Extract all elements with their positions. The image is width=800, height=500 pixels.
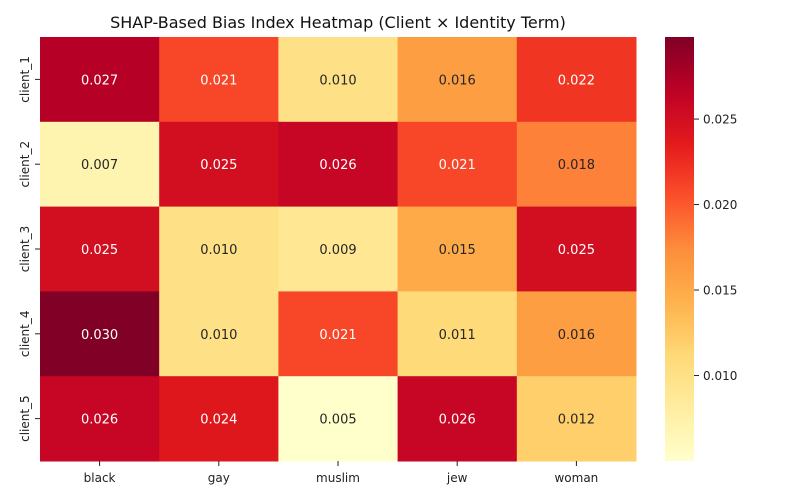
heatmap-cell — [397, 121, 518, 208]
heatmap-cell — [40, 37, 160, 123]
heatmap-cell — [40, 376, 160, 462]
heatmap-cell — [278, 291, 399, 377]
cell-value-label: 0.016 — [439, 73, 476, 88]
heatmap-cell — [516, 206, 637, 292]
colorbar-gradient — [665, 37, 694, 461]
heatmap-cell — [397, 37, 518, 123]
heatmap-cell — [159, 37, 279, 123]
cell-value-label: 0.025 — [200, 158, 237, 173]
cell-value-label: 0.010 — [200, 243, 237, 258]
colorbar-tick-label: 0.010 — [703, 369, 737, 383]
cell-value-label: 0.021 — [439, 158, 476, 173]
cell-value-label: 0.030 — [81, 328, 118, 343]
cell-value-label: 0.025 — [81, 243, 118, 258]
heatmap-cell — [516, 37, 637, 123]
cell-value-label: 0.007 — [81, 158, 118, 173]
heatmap-cell — [278, 121, 399, 208]
heatmap-cell — [159, 206, 279, 292]
chart-title: SHAP-Based Bias Index Heatmap (Client × … — [110, 13, 566, 32]
heatmap-cell — [278, 376, 399, 462]
y-tick-label: client_5 — [18, 395, 32, 442]
colorbar: 0.010 0.015 0.020 0.025 — [665, 37, 737, 461]
y-tick-label: client_4 — [18, 311, 32, 358]
heatmap-cell — [397, 376, 518, 462]
cell-value-label: 0.011 — [439, 328, 476, 343]
heatmap-cells: 0.027 0.021 0.010 0.016 0.022 0.007 0.025 0.026… — [40, 37, 637, 462]
heatmap-cell — [159, 291, 279, 377]
heatmap-cell — [516, 121, 637, 208]
heatmap-cell — [159, 376, 279, 462]
y-tick-label: client_2 — [18, 141, 32, 188]
x-tick-label: woman — [554, 471, 598, 485]
cell-value-label: 0.021 — [319, 328, 356, 343]
cell-value-label: 0.016 — [558, 328, 595, 343]
cell-value-label: 0.022 — [558, 73, 595, 88]
heatmap-cell — [40, 121, 160, 208]
cell-value-label: 0.026 — [439, 413, 476, 428]
x-tick-label: muslim — [316, 471, 360, 485]
cell-value-label: 0.026 — [319, 158, 356, 173]
heatmap-cell — [40, 291, 160, 377]
x-tick-label: black — [84, 471, 116, 485]
heatmap-cell — [397, 206, 518, 292]
cell-value-label: 0.026 — [81, 413, 118, 428]
cell-value-label: 0.012 — [558, 413, 595, 428]
heatmap-cell — [278, 37, 399, 123]
cell-value-label: 0.009 — [319, 243, 356, 258]
x-tick-label: jew — [446, 471, 468, 485]
column-labels: black gay muslim jew woman — [84, 461, 598, 485]
cell-value-label: 0.025 — [558, 243, 595, 258]
cell-value-label: 0.027 — [81, 73, 118, 88]
heatmap-cell — [516, 291, 637, 377]
colorbar-tick-label: 0.025 — [703, 113, 737, 127]
colorbar-tick-label: 0.015 — [703, 284, 737, 298]
heatmap-cell — [278, 206, 399, 292]
cell-value-label: 0.010 — [200, 328, 237, 343]
cell-value-label: 0.024 — [200, 413, 237, 428]
row-labels: client_1 client_2 client_3 client_4 client_5 — [18, 56, 40, 442]
cell-value-label: 0.018 — [558, 158, 595, 173]
heatmap-cell — [40, 206, 160, 292]
colorbar-tick-label: 0.020 — [703, 198, 737, 212]
cell-value-label: 0.010 — [319, 73, 356, 88]
y-tick-label: client_3 — [18, 226, 32, 273]
heatmap-cell — [397, 291, 518, 377]
y-tick-label: client_1 — [18, 56, 32, 103]
x-tick-label: gay — [208, 471, 230, 485]
cell-value-label: 0.021 — [200, 73, 237, 88]
heatmap-cell — [159, 121, 279, 208]
cell-value-label: 0.005 — [319, 413, 356, 428]
heatmap-cell — [516, 376, 637, 462]
cell-value-label: 0.015 — [439, 243, 476, 258]
